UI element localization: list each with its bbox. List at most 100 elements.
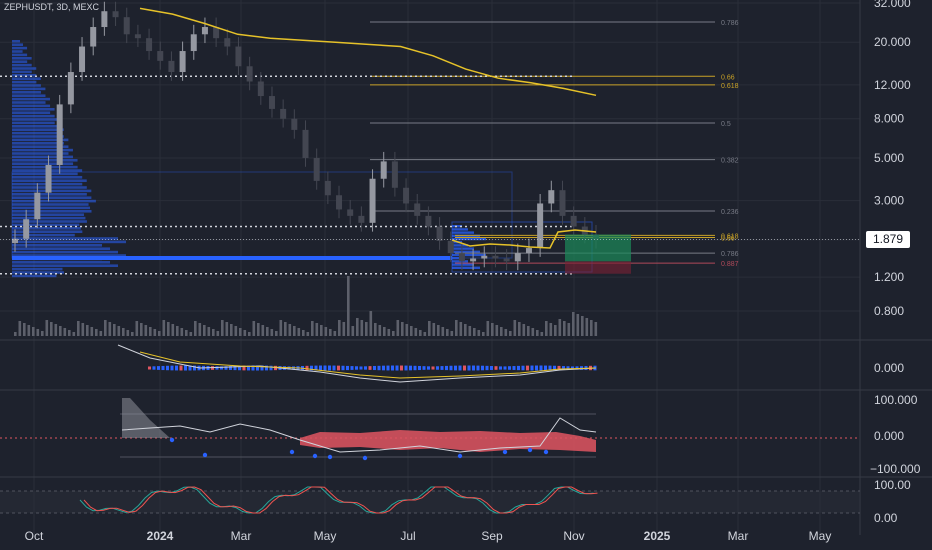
price-tick-label: 8.000 — [874, 112, 904, 126]
profile-bar — [452, 257, 462, 260]
time-tick-label: May — [314, 529, 337, 543]
profile-bar — [12, 80, 37, 84]
volume-bar — [185, 330, 188, 336]
macd-hist-bar — [319, 365, 322, 371]
volume-bar — [360, 320, 364, 336]
volume-bar — [234, 326, 238, 336]
osc-signal-dot — [543, 449, 549, 455]
osc-signal-dot — [527, 447, 533, 453]
candle-body — [190, 34, 197, 52]
fib-label: 0.618 — [721, 233, 739, 240]
volume-bar — [243, 330, 247, 336]
macd-hist-bar — [431, 366, 435, 370]
profile-bar — [12, 250, 118, 254]
macd-hist-bar — [395, 365, 399, 371]
time-axis[interactable]: Oct 2024 Mar May Jul Sep Nov 2025 Mar May — [25, 529, 832, 543]
stoch-tick-label: 0.00 — [874, 511, 898, 525]
profile-bar — [452, 237, 486, 241]
macd-hist-bar — [409, 365, 412, 371]
volume-bar — [225, 322, 229, 336]
volume-bar — [63, 328, 67, 336]
profile-bar — [452, 228, 468, 231]
profile-bar — [12, 213, 84, 216]
profile-bar — [12, 148, 73, 152]
candle-body — [380, 161, 387, 179]
volume-bar — [212, 329, 215, 336]
profile-bar — [12, 70, 32, 74]
volume-bar — [135, 321, 139, 336]
volume-bar — [90, 327, 94, 336]
volume-bar — [41, 331, 44, 336]
volume-bar — [563, 321, 566, 336]
profile-bar — [12, 46, 28, 50]
osc-tick-label: −100.000 — [870, 462, 921, 476]
volume-bar — [387, 329, 391, 336]
price-tick-label: 12.000 — [874, 78, 911, 92]
profile-bar — [12, 138, 69, 142]
volume-bar — [167, 322, 170, 336]
volume-bar — [311, 321, 314, 336]
macd-hist-bar — [562, 366, 565, 370]
macd-hist-bar — [170, 365, 174, 371]
macd-hist-bar — [337, 365, 340, 371]
candles — [12, 1, 599, 271]
candle-body — [134, 34, 141, 39]
volume-bar — [351, 326, 355, 336]
macd-hist-bar — [265, 365, 268, 371]
volume-bar — [329, 329, 332, 336]
candle-body — [268, 96, 275, 109]
macd-hist-bar — [535, 365, 538, 371]
time-tick-label: Mar — [231, 529, 252, 543]
price-axis[interactable]: 32.000 20.000 12.000 8.000 5.000 3.000 1.200 0.… — [870, 0, 921, 525]
macd-hist-bar — [364, 366, 367, 370]
macd-hist-bar — [400, 365, 403, 371]
candle-body — [168, 60, 175, 73]
candle-body — [369, 178, 376, 223]
candle-body — [570, 215, 577, 227]
profile-bar — [452, 244, 468, 247]
macd-hist-bar — [242, 365, 246, 371]
volume-bar — [545, 321, 548, 336]
price-tick-label: 20.000 — [874, 35, 911, 49]
price-tick-label: 32.000 — [874, 0, 911, 10]
volume-bar — [77, 321, 80, 336]
volume-bar — [288, 324, 292, 336]
macd-hist-bar — [346, 365, 349, 371]
macd-hist-bar — [328, 365, 331, 371]
osc-signal-dot — [289, 449, 295, 455]
volume-bar — [306, 332, 310, 336]
profile-bar — [12, 193, 87, 196]
candle-body — [34, 192, 41, 220]
profile-bar — [12, 240, 126, 244]
macd-hist-bar — [188, 365, 192, 371]
macd-hist-bar — [508, 366, 511, 370]
volume-bar — [378, 325, 382, 336]
macd-hist-bar — [566, 366, 570, 370]
profile-bar — [12, 142, 64, 145]
profile-bar — [12, 87, 46, 91]
profile-bar — [12, 230, 83, 233]
volume-bar — [50, 322, 53, 336]
profile-bar — [12, 220, 87, 223]
long-position-tool[interactable] — [0, 234, 860, 274]
volume-bar — [126, 330, 130, 336]
candle-body — [146, 38, 153, 52]
volume-bar — [36, 329, 40, 336]
profile-bar — [12, 145, 69, 148]
candle-body — [157, 51, 164, 61]
candle-body — [525, 248, 532, 254]
volume-profile — [11, 40, 593, 278]
volume-bar — [131, 332, 134, 336]
volume-bar — [14, 332, 17, 336]
macd-hist-bar — [530, 365, 534, 371]
macd-hist-bar — [355, 366, 358, 370]
volume-bar — [203, 325, 206, 336]
volume-bar — [392, 331, 395, 336]
profile-bar — [12, 118, 60, 121]
volume-bar — [180, 328, 184, 336]
volume-bar — [95, 329, 98, 336]
osc-area-up — [122, 398, 170, 438]
poc-line — [12, 256, 452, 260]
volume-bar — [216, 331, 220, 336]
